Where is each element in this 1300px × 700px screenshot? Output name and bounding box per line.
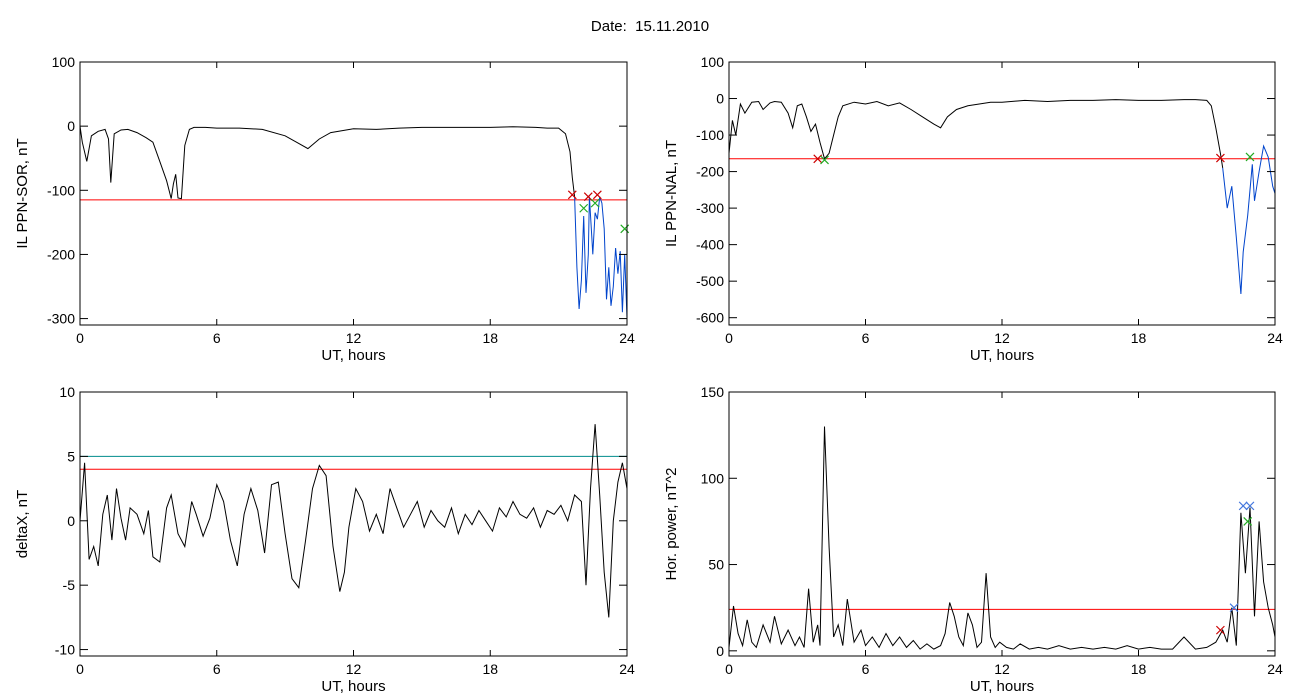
series-line (729, 426, 1275, 650)
x-tick-label: 18 (482, 330, 498, 346)
y-tick-label: 0 (716, 91, 724, 107)
x-tick-label: 24 (619, 330, 635, 346)
series-line (80, 424, 627, 618)
x-axis-label: UT, hours (321, 347, 385, 364)
chart-ppn-sor: 0 6 12 18 24 100 0 -100 -200 -300 UT, hours IL PPN-… (14, 54, 635, 364)
y-tick-label: 0 (716, 643, 724, 659)
x-marker (1238, 501, 1248, 511)
plot-frame (728, 61, 1276, 326)
y-axis-label: IL PPN-NAL, nT (663, 140, 680, 247)
x-tick-label: 0 (76, 661, 84, 677)
y-tick-label: 50 (708, 557, 724, 573)
y-tick-label: -100 (696, 127, 724, 143)
x-marker (1215, 625, 1225, 635)
x-tick-label: 12 (346, 330, 362, 346)
date-value: 15.11.2010 (635, 18, 710, 35)
y-tick-label: -100 (47, 182, 75, 198)
y-tick-label: -600 (696, 310, 724, 326)
x-marker (620, 224, 630, 234)
x-tick-label: 0 (725, 661, 733, 677)
x-marker (567, 190, 577, 200)
y-axis-label: IL PPN-SOR, nT (14, 138, 31, 248)
y-tick-label: 150 (701, 384, 725, 400)
x-marker (590, 198, 600, 208)
x-tick-label: 6 (862, 330, 870, 346)
x-axis-label: UT, hours (321, 678, 385, 695)
series-line (80, 126, 576, 200)
x-tick-label: 0 (76, 330, 84, 346)
x-tick-label: 6 (862, 661, 870, 677)
x-tick-label: 0 (725, 330, 733, 346)
x-tick-label: 6 (213, 661, 221, 677)
chart-deltax: 0 6 12 18 24 10 5 0 -5 -10 UT, hours deltaX, nT (14, 384, 635, 695)
x-tick-label: 6 (213, 330, 221, 346)
x-tick-label: 24 (1267, 661, 1283, 677)
y-tick-label: 5 (67, 448, 75, 464)
x-tick-label: 12 (994, 661, 1010, 677)
x-marker (820, 155, 829, 165)
x-tick-label: 18 (482, 661, 498, 677)
series-line (574, 196, 627, 319)
y-tick-label: 0 (67, 513, 75, 529)
chart-hor-power: 0 6 12 18 24 150 100 50 0 UT, hours Hor. power, nT… (663, 384, 1283, 695)
y-tick-label: -300 (696, 200, 724, 216)
y-tick-label: -10 (55, 642, 75, 658)
x-tick-label: 12 (994, 330, 1010, 346)
y-tick-label: 0 (67, 118, 75, 134)
series-line (1222, 144, 1275, 295)
y-tick-label: -5 (63, 577, 76, 593)
y-axis-label: Hor. power, nT^2 (663, 468, 680, 581)
x-axis-label: UT, hours (970, 678, 1034, 695)
x-marker (1215, 153, 1225, 163)
x-axis-label: UT, hours (970, 347, 1034, 364)
date-label: Date: (590, 18, 627, 35)
chart-ppn-nal: 0 6 12 18 24 100 0 -100 -200 -300 -400 -500 -600 UT, … (663, 54, 1283, 364)
x-marker (592, 190, 602, 200)
y-tick-label: -400 (696, 237, 724, 253)
y-tick-label: -500 (696, 273, 724, 289)
x-marker (1229, 603, 1239, 613)
y-tick-label: -200 (47, 246, 75, 262)
y-tick-label: 10 (59, 384, 75, 400)
x-tick-label: 12 (346, 661, 362, 677)
plot-frame (79, 391, 628, 657)
x-marker (1245, 152, 1255, 162)
y-tick-label: 100 (701, 54, 725, 70)
y-tick-label: 100 (52, 54, 76, 70)
x-marker (1245, 501, 1255, 511)
y-axis-label: deltaX, nT (14, 490, 31, 558)
x-tick-label: 18 (1131, 661, 1147, 677)
y-tick-label: -200 (696, 164, 724, 180)
x-marker (579, 203, 589, 213)
x-tick-label: 24 (619, 661, 635, 677)
date-title: Date: 15.11.2010 (0, 18, 1300, 35)
plot-frame (79, 61, 628, 326)
series-line (729, 99, 1224, 168)
x-tick-label: 18 (1131, 330, 1147, 346)
y-tick-label: -300 (47, 311, 75, 327)
x-marker (1243, 516, 1253, 526)
y-tick-label: 100 (701, 470, 725, 486)
x-tick-label: 24 (1267, 330, 1283, 346)
